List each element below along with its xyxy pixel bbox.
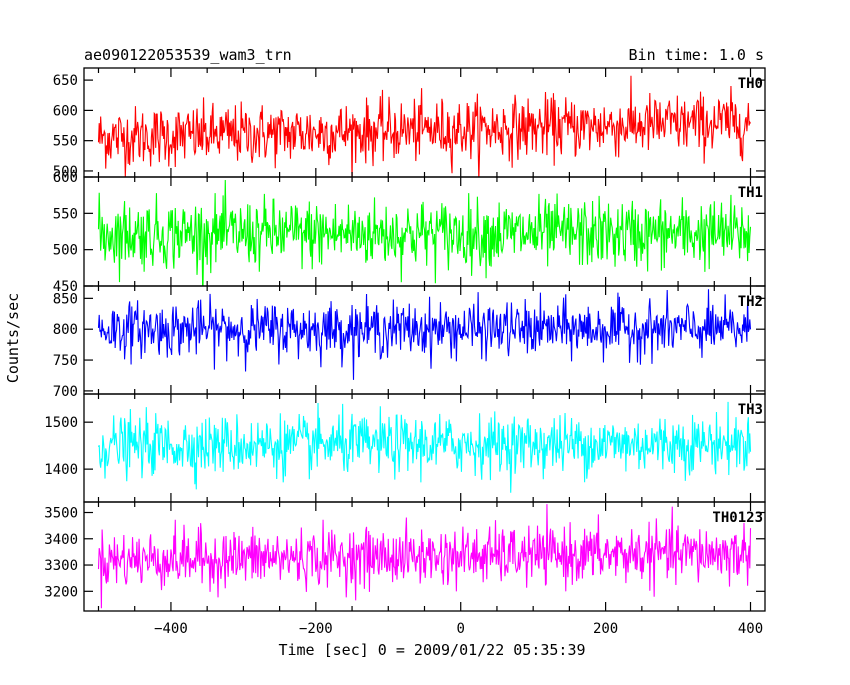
panel-th0: 500 550 600 650 TH0 — [53, 67, 766, 180]
x-tick-label: 200 — [593, 621, 618, 637]
x-tick-label: −400 — [154, 621, 188, 637]
panel-label: TH0 — [738, 76, 763, 92]
y-tick-label: 550 — [53, 206, 78, 222]
y-tick-label: 750 — [53, 353, 78, 369]
y-tick-label: 650 — [53, 73, 78, 89]
y-tick-label: 1500 — [44, 415, 78, 431]
y-tick-label: 3200 — [44, 584, 78, 600]
x-axis-label: Time [sec] 0 = 2009/01/22 05:35:39 — [278, 641, 585, 659]
y-tick-label: 500 — [53, 243, 78, 259]
y-tick-label: 450 — [53, 279, 78, 295]
y-tick-label: 3400 — [44, 532, 78, 548]
y-tick-label: 850 — [53, 291, 78, 307]
panel-th1: 450 500 550 600 TH1 — [53, 170, 766, 295]
panel-th2: 700 750 800 850 TH2 — [53, 285, 766, 400]
series-line-th0 — [97, 75, 751, 177]
panel-label: TH3 — [738, 402, 763, 418]
y-axis-label: Counts/sec — [4, 293, 22, 383]
panel-th3: 1400 1500 TH3 — [44, 393, 766, 503]
chart-title: ae090122053539_wam3_trn — [84, 46, 292, 64]
y-tick-label: 500 — [53, 164, 78, 180]
panel-th0123: 3200 3300 3400 3500 TH0123 — [44, 501, 766, 612]
x-tick-label: −200 — [299, 621, 333, 637]
x-tick-label: 0 — [457, 621, 465, 637]
x-tick-label: 400 — [738, 621, 763, 637]
series-line-th0123 — [97, 504, 752, 609]
panel-label: TH1 — [738, 185, 763, 201]
series-line-th1 — [97, 179, 752, 286]
panel-label: TH2 — [738, 294, 763, 310]
series-line-th3 — [97, 401, 752, 493]
series-line-th2 — [97, 289, 752, 380]
panel-label: TH0123 — [712, 510, 763, 526]
y-tick-label: 3500 — [44, 506, 78, 522]
bin-time-label: Bin time: 1.0 s — [629, 46, 764, 64]
y-tick-label: 600 — [53, 170, 78, 186]
y-tick-label: 3300 — [44, 558, 78, 574]
y-tick-label: 600 — [53, 103, 78, 119]
y-tick-label: 1400 — [44, 462, 78, 478]
y-tick-label: 800 — [53, 322, 78, 338]
y-tick-label: 700 — [53, 384, 78, 400]
panels-layer: 500 550 600 650 TH0 450 500 550 600 TH1 700 750 800 8… — [44, 67, 766, 637]
y-tick-label: 550 — [53, 134, 78, 150]
